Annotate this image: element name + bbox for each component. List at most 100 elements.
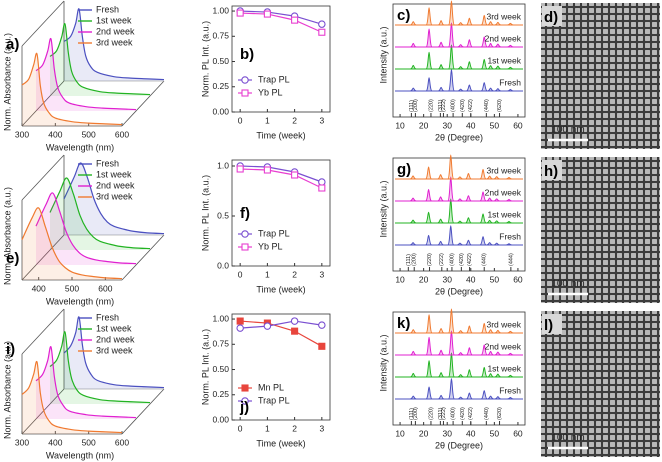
x-axis-title: 2θ (Degree) bbox=[435, 286, 483, 296]
diffraction-peak bbox=[437, 64, 445, 70]
x-tick-label: 0 bbox=[238, 115, 243, 125]
reference-label: (111) bbox=[409, 408, 415, 420]
panel-label: l) bbox=[544, 317, 553, 334]
legend-marker bbox=[241, 230, 249, 238]
x-tick-label: 30 bbox=[442, 428, 452, 438]
series-label: 3rd week bbox=[487, 165, 522, 175]
x-tick-label: 60 bbox=[513, 120, 523, 130]
reference-label: (222) bbox=[439, 253, 445, 266]
x-tick-label: 10 bbox=[395, 274, 405, 284]
axis-line bbox=[21, 0, 65, 47]
data-point bbox=[236, 324, 244, 332]
series-label: 1st week bbox=[487, 55, 521, 65]
diffraction-peak bbox=[447, 0, 455, 26]
diffraction-peak bbox=[447, 225, 455, 246]
diffraction-peak bbox=[493, 198, 500, 202]
x-tick-label: 10 bbox=[395, 120, 405, 130]
diffraction-peak bbox=[437, 218, 444, 224]
diffraction-peak bbox=[480, 344, 488, 356]
plot-frame bbox=[231, 313, 331, 421]
diffraction-peak bbox=[457, 352, 464, 356]
diffraction-peak bbox=[487, 329, 494, 334]
series-line bbox=[240, 320, 323, 347]
x-tick-label: 1 bbox=[265, 269, 270, 279]
reference-label: (222) bbox=[441, 99, 447, 112]
reference-label: (420) bbox=[460, 407, 466, 420]
data-point bbox=[291, 16, 299, 24]
diffraction-peak bbox=[437, 394, 445, 400]
diffraction-peak bbox=[505, 243, 513, 246]
diffraction-peak bbox=[487, 373, 494, 378]
diffraction-peak bbox=[494, 21, 501, 26]
x-tick-label: 400 bbox=[48, 437, 62, 447]
y-axis-title: Intensity (a.u.) bbox=[378, 180, 388, 237]
legend-label: Yb PL bbox=[258, 241, 283, 251]
diffraction-peak bbox=[465, 172, 472, 180]
series-line bbox=[240, 168, 323, 189]
x-tick-label: 0 bbox=[238, 423, 243, 433]
diffraction-peak bbox=[410, 64, 417, 70]
x-tick-label: 60 bbox=[513, 428, 523, 438]
diffraction-peak bbox=[507, 397, 514, 400]
reference-label: (400) bbox=[451, 407, 457, 420]
reference-label: (311) bbox=[438, 99, 444, 112]
diffraction-peak bbox=[409, 242, 417, 246]
reference-label: (440) bbox=[484, 99, 490, 112]
diffraction-peak bbox=[486, 175, 493, 180]
legend-label: 3rd week bbox=[96, 37, 133, 47]
diffraction-peak bbox=[507, 66, 514, 70]
data-point bbox=[318, 20, 326, 28]
data-point bbox=[263, 166, 271, 174]
x-tick-label: 20 bbox=[419, 428, 429, 438]
diffraction-peak bbox=[493, 242, 500, 246]
panel-label: f) bbox=[240, 205, 250, 222]
data-point bbox=[291, 327, 299, 335]
series-label: 3rd week bbox=[487, 319, 522, 329]
diffraction-peak bbox=[507, 22, 514, 26]
x-tick-label: 50 bbox=[490, 428, 500, 438]
axis-line bbox=[21, 154, 65, 201]
diffraction-peak bbox=[410, 42, 417, 48]
panel-label: a) bbox=[6, 36, 19, 53]
y-tick-label: 0.75 bbox=[212, 339, 229, 349]
data-point bbox=[236, 165, 244, 173]
diffraction-peak bbox=[425, 77, 433, 92]
series-label: 1st week bbox=[487, 363, 521, 373]
panel-label: b) bbox=[240, 46, 254, 63]
plot-frame bbox=[392, 3, 526, 118]
x-tick-label: 600 bbox=[115, 129, 129, 139]
diffraction-peak bbox=[507, 89, 514, 92]
diffraction-peak bbox=[505, 221, 513, 224]
legend-label: 2nd week bbox=[96, 180, 135, 190]
diffraction-peak bbox=[465, 195, 472, 202]
diffraction-peak bbox=[447, 44, 455, 70]
diffraction-peak bbox=[437, 174, 444, 180]
diffraction-peak bbox=[425, 234, 432, 246]
series-label: 2nd week bbox=[485, 341, 522, 351]
axis-line bbox=[121, 80, 165, 127]
spectrum-line bbox=[35, 192, 137, 265]
diffraction-peak bbox=[466, 392, 473, 400]
diffraction-peak bbox=[437, 86, 445, 92]
y-tick-label: 0.25 bbox=[212, 389, 229, 399]
legend-label: 1st week bbox=[96, 15, 132, 25]
diffraction-peak bbox=[456, 176, 464, 180]
diffraction-peak bbox=[409, 175, 417, 180]
tem-image bbox=[541, 311, 660, 457]
plot-frame bbox=[231, 5, 331, 113]
area-fill bbox=[36, 346, 136, 419]
diffraction-peak bbox=[437, 196, 444, 202]
reference-label: (422) bbox=[468, 407, 474, 420]
x-tick-label: 20 bbox=[419, 274, 429, 284]
reference-label: (400) bbox=[449, 253, 455, 266]
diffraction-peak bbox=[487, 87, 494, 92]
x-axis-title: 2θ (Degree) bbox=[435, 440, 483, 450]
diffraction-peak bbox=[493, 176, 500, 180]
diffraction-peak bbox=[437, 327, 445, 334]
diffraction-peak bbox=[437, 20, 445, 26]
y-tick-label: 0.5 bbox=[217, 210, 229, 220]
data-point bbox=[236, 317, 244, 325]
diffraction-peak bbox=[494, 329, 501, 334]
